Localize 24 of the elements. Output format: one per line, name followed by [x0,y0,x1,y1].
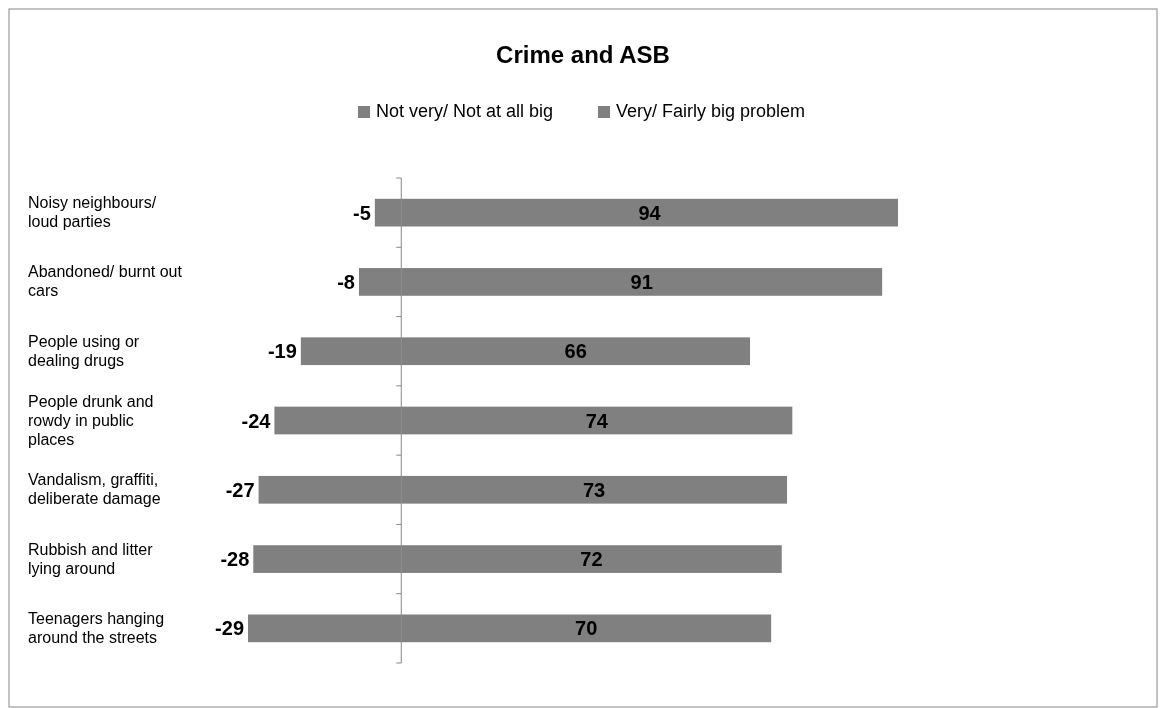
data-label: -5 [353,201,371,224]
y-tick-label: Teenagers hanging around the streets [28,609,165,646]
y-tick-label: People using or dealing drugs [28,332,140,369]
y-tick-label: Abandoned/ burnt out cars [28,263,183,300]
data-label: -28 [220,548,250,571]
y-tick-label: Noisy neighbours/ loud parties [28,194,157,231]
legend-label: Not very/ Not at all big [376,101,554,121]
data-label: -8 [337,270,355,293]
data-label: 94 [638,201,662,224]
data-label: -24 [241,409,272,432]
y-tick-label: Rubbish and litter lying around [28,540,154,577]
data-label: -27 [225,478,255,501]
chart-title: Crime and ASB [496,41,670,68]
data-label: -29 [215,617,244,640]
data-label: 91 [630,270,653,293]
data-label: 70 [575,617,598,640]
data-label: -19 [267,340,297,363]
data-label: 72 [580,548,603,571]
data-label: 74 [585,409,609,432]
legend-label: Very/ Fairly big problem [616,101,806,121]
y-tick-label: People drunk and rowdy in public places [28,392,154,448]
y-tick-label: Vandalism, graffiti, deliberate damage [28,471,161,508]
data-label: 66 [564,340,587,363]
data-label: 73 [583,478,606,501]
